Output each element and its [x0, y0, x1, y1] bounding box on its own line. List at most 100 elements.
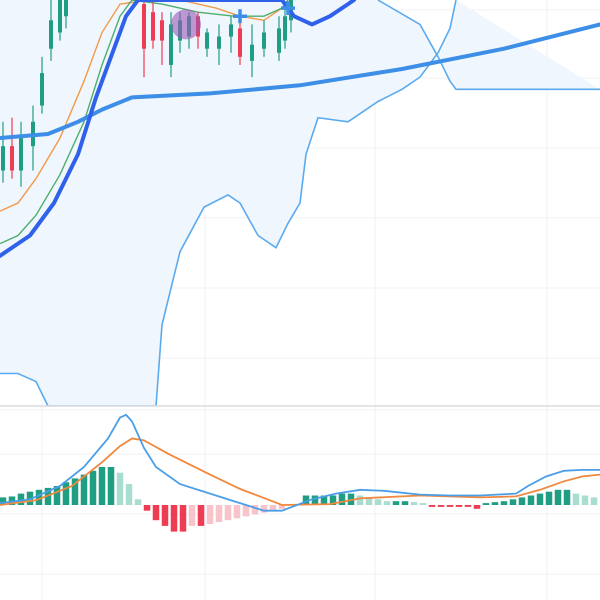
candle-body: [262, 32, 266, 49]
macd-histogram-bar: [491, 502, 499, 505]
macd-histogram-bar: [536, 493, 544, 505]
candle: [160, 12, 164, 65]
candle-body: [160, 20, 164, 41]
candle-body: [217, 36, 221, 49]
macd-histogram-bar: [179, 505, 187, 532]
macd-line: [0, 413, 600, 512]
blue-cross-marker: [281, 1, 295, 16]
candle-body: [283, 16, 287, 41]
macd-histogram-bar: [500, 501, 508, 505]
macd-histogram-bar: [224, 505, 232, 521]
macd-histogram-bar: [269, 505, 277, 511]
candle: [262, 20, 266, 57]
macd-histogram-bar: [455, 505, 463, 507]
macd-histogram-bar: [311, 495, 319, 505]
macd-histogram-bar: [419, 503, 427, 505]
macd-histogram-bar: [170, 505, 178, 532]
candle: [64, 0, 68, 29]
candle-body: [229, 24, 233, 37]
macd-histogram-bar: [17, 493, 25, 505]
macd-histogram-bar: [80, 474, 88, 505]
macd-histogram-bar: [89, 470, 97, 505]
bollinger-lower-line: [0, 0, 457, 406]
candle: [238, 20, 242, 65]
macd-histogram-bar: [563, 489, 571, 505]
macd-histogram-bar: [0, 497, 7, 505]
candle: [1, 121, 5, 183]
candle-body: [1, 146, 5, 171]
macd-histogram-bar: [143, 505, 151, 511]
macd-histogram-bar: [518, 497, 526, 505]
candle-body: [250, 44, 254, 61]
macd-histogram-bar: [206, 505, 214, 524]
candle: [169, 12, 173, 78]
macd-histogram-bar: [302, 495, 310, 505]
macd-histogram-bar: [242, 505, 250, 517]
macd-histogram-bar: [509, 499, 517, 505]
macd-histogram-bar: [401, 501, 409, 505]
candle: [10, 117, 14, 179]
candle-body: [151, 12, 155, 41]
macd-histogram-bar: [107, 467, 115, 505]
macd-histogram-bar: [410, 502, 418, 505]
macd-histogram-bar: [125, 484, 133, 505]
macd-histogram-bar: [383, 501, 391, 505]
macd-signal-line: [0, 437, 600, 506]
macd-histogram-bar: [482, 503, 490, 505]
blue-cross-marker: [233, 9, 247, 24]
macd-histogram-bar: [527, 495, 535, 505]
candle: [283, 8, 287, 49]
candle-body: [238, 28, 242, 57]
candle: [250, 24, 254, 78]
candle: [142, 0, 146, 78]
macd-histogram-bar: [53, 486, 61, 505]
macd-pane: [0, 413, 600, 532]
macd-histogram-bar: [554, 489, 562, 505]
macd-histogram-bar: [572, 493, 580, 505]
candle-body: [169, 24, 173, 65]
candle-body: [142, 4, 146, 49]
ma-long-line: [0, 22, 600, 140]
candle-body: [40, 73, 44, 106]
bollinger-upper-line: [377, 0, 600, 91]
macd-histogram-bar: [188, 505, 196, 526]
candle-body: [10, 146, 14, 171]
macd-histogram-bar: [473, 505, 481, 509]
macd-histogram-bar: [260, 505, 268, 513]
macd-histogram-bar: [134, 499, 142, 505]
candle: [40, 56, 44, 114]
macd-histogram-bar: [251, 505, 259, 515]
candle: [277, 16, 281, 61]
macd-histogram-bar: [98, 467, 106, 505]
macd-histogram-bar: [35, 489, 43, 505]
macd-histogram-bar: [233, 505, 241, 519]
candle-body: [49, 20, 53, 49]
macd-histogram-bar: [392, 501, 400, 505]
candle-body: [277, 28, 281, 53]
macd-histogram-bar: [215, 505, 223, 523]
candle: [217, 24, 221, 65]
candle-body: [64, 0, 68, 17]
macd-histogram-bar: [590, 497, 598, 505]
macd-histogram-bar: [545, 491, 553, 505]
macd-histogram-bar: [278, 505, 286, 509]
macd-histogram-bar: [338, 493, 346, 505]
macd-histogram-bar: [152, 505, 160, 521]
macd-histogram-bar: [437, 505, 445, 507]
macd-histogram-bar: [62, 482, 70, 505]
macd-histogram-bar: [365, 497, 373, 505]
candle: [19, 121, 23, 187]
price-pane: [0, 0, 600, 406]
candle: [229, 16, 233, 53]
purple-circle-marker: [171, 9, 201, 40]
ma-green-line: [0, 0, 289, 245]
ma-medium-line: [0, 0, 356, 258]
candle-body: [205, 32, 209, 49]
macd-histogram-bar: [320, 495, 328, 505]
macd-histogram-bar: [329, 495, 337, 505]
candle: [58, 0, 62, 41]
macd-histogram-bar: [197, 505, 205, 526]
candle: [151, 0, 155, 49]
